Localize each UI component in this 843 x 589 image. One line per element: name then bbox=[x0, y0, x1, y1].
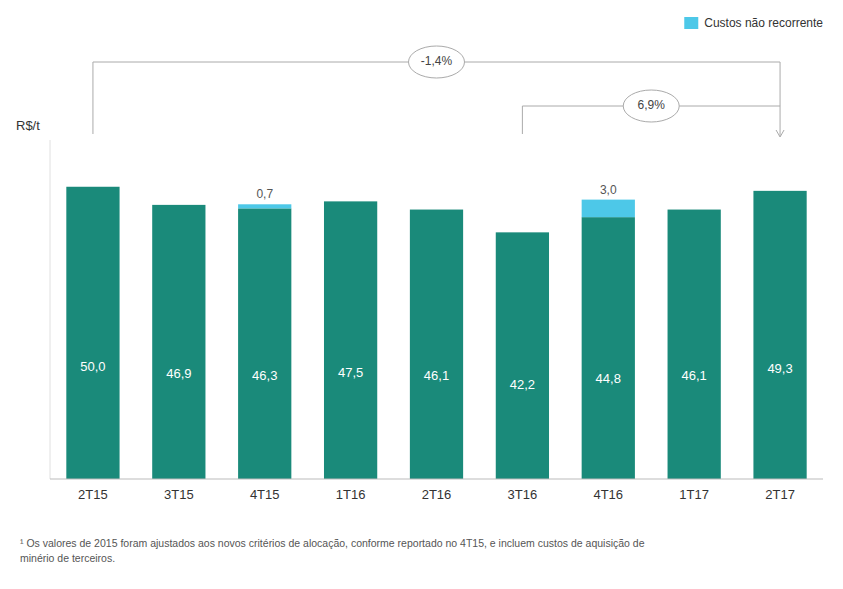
bar bbox=[238, 208, 291, 479]
x-tick-label: 2T17 bbox=[765, 487, 795, 502]
bracket-arrow bbox=[780, 106, 781, 136]
data-label: 46,9 bbox=[166, 366, 191, 381]
bracket-line bbox=[679, 106, 780, 107]
data-label: 46,1 bbox=[682, 368, 707, 383]
annotation-circle bbox=[623, 90, 679, 122]
data-label: 3,0 bbox=[600, 183, 617, 197]
footnote-line: minério de terceiros. bbox=[20, 552, 115, 564]
bracket-line bbox=[92, 62, 93, 134]
legend-item: Custos não recorrente bbox=[684, 16, 823, 30]
x-tick-label: 1T17 bbox=[679, 487, 709, 502]
bracket-line bbox=[780, 62, 781, 106]
data-label: 47,5 bbox=[338, 365, 363, 380]
bracket-arrow-head bbox=[776, 130, 784, 137]
x-tick-label: 4T15 bbox=[250, 487, 280, 502]
bracket-line bbox=[522, 106, 523, 134]
x-tick-label: 2T15 bbox=[78, 487, 108, 502]
x-tick-label: 4T16 bbox=[593, 487, 623, 502]
y-axis-line bbox=[50, 140, 51, 479]
data-label: 50,0 bbox=[80, 359, 105, 374]
annotations: -1,4% 6,9% bbox=[93, 46, 784, 137]
bar bbox=[324, 201, 377, 202]
bracket-line bbox=[465, 62, 781, 63]
footnote-line: ¹ Os valores de 2015 foram ajustados aos… bbox=[20, 537, 645, 549]
x-tick-label: 1T16 bbox=[336, 487, 366, 502]
bracket-line bbox=[93, 62, 409, 63]
bars bbox=[66, 187, 806, 479]
bar bbox=[496, 232, 549, 233]
x-tick-label: 3T15 bbox=[164, 487, 194, 502]
bar bbox=[152, 205, 205, 479]
legend-swatch bbox=[684, 17, 698, 29]
data-label: 42,2 bbox=[510, 377, 535, 392]
bar bbox=[410, 209, 463, 210]
bar bbox=[582, 200, 635, 218]
footnote: ¹ Os valores de 2015 foram ajustados aos… bbox=[20, 537, 645, 564]
x-axis-line bbox=[50, 479, 823, 480]
y-axis-label: R$/t bbox=[16, 118, 40, 133]
bar bbox=[582, 217, 635, 479]
bracket-line bbox=[522, 106, 623, 107]
bar bbox=[668, 209, 721, 210]
bar bbox=[238, 204, 291, 208]
chart: 50,0 46,9 46,3 47,5 46,1 42,2 44,8 46,1 49,3 0,7 3… bbox=[0, 0, 843, 589]
annotation-circle bbox=[409, 46, 465, 78]
bar bbox=[410, 210, 463, 479]
data-label: 46,1 bbox=[424, 368, 449, 383]
legend-label: Custos não recorrente bbox=[704, 16, 823, 30]
x-tick-label: 3T16 bbox=[508, 487, 538, 502]
bar bbox=[324, 201, 377, 479]
data-label: 44,8 bbox=[596, 371, 621, 386]
data-label: 0,7 bbox=[256, 187, 273, 201]
bar bbox=[66, 187, 119, 479]
annotation-text: 6,9% bbox=[638, 98, 666, 112]
x-tick-label: 2T16 bbox=[422, 487, 452, 502]
bar bbox=[668, 210, 721, 479]
data-label: 49,3 bbox=[767, 361, 792, 376]
bar bbox=[496, 232, 549, 479]
annotation-text: -1,4% bbox=[421, 54, 453, 68]
bar bbox=[753, 191, 806, 479]
data-label: 46,3 bbox=[252, 368, 277, 383]
bar bbox=[66, 186, 119, 187]
bar bbox=[753, 190, 806, 191]
bar bbox=[152, 204, 205, 205]
